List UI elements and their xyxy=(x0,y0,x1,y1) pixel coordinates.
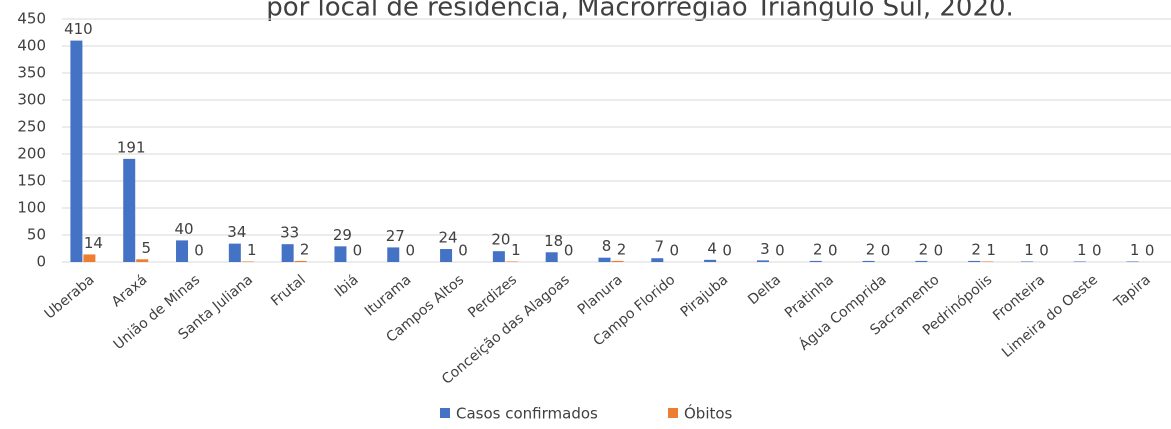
bar xyxy=(1126,261,1139,262)
data-label: 29 xyxy=(333,226,352,244)
bar xyxy=(294,260,307,262)
bar xyxy=(1020,261,1033,262)
x-tick-label: Delta xyxy=(745,272,784,308)
data-label: 4 xyxy=(707,239,717,257)
data-label: 0 xyxy=(670,242,680,260)
bar xyxy=(611,260,624,262)
legend-label: Óbitos xyxy=(684,404,733,423)
data-label: 2 xyxy=(971,240,981,258)
x-tick-label: Água Comprida xyxy=(796,271,890,354)
bar xyxy=(981,261,994,262)
bar xyxy=(505,261,518,262)
data-label: 0 xyxy=(1039,242,1049,260)
data-label: 33 xyxy=(280,224,299,242)
bar xyxy=(545,252,558,262)
data-label: 2 xyxy=(919,240,929,258)
y-tick-label: 100 xyxy=(17,199,46,217)
bar xyxy=(756,260,769,262)
bar xyxy=(704,259,717,262)
data-label: 0 xyxy=(353,242,363,260)
y-tick-label: 350 xyxy=(17,64,46,82)
y-tick-label: 250 xyxy=(17,118,46,136)
y-tick-label: 150 xyxy=(17,172,46,190)
chart-title: por local de residência, Macrorregião Tr… xyxy=(266,0,1014,23)
data-label: 191 xyxy=(117,138,146,156)
data-label: 40 xyxy=(174,220,193,238)
bar xyxy=(136,259,149,262)
bar xyxy=(241,261,254,262)
x-tick-label: Iturama xyxy=(362,272,414,320)
data-label: 0 xyxy=(775,242,785,260)
data-label: 0 xyxy=(881,242,891,260)
data-label: 7 xyxy=(655,238,665,256)
y-tick-label: 400 xyxy=(17,37,46,55)
data-label: 0 xyxy=(1145,242,1155,260)
x-tick-label: Planura xyxy=(575,272,626,318)
data-label: 2 xyxy=(813,240,823,258)
data-label: 2 xyxy=(866,240,876,258)
bar xyxy=(440,249,453,262)
x-tick-label: Limeira do Oeste xyxy=(999,272,1101,361)
data-label: 27 xyxy=(386,227,405,245)
bar xyxy=(809,260,822,262)
y-tick-label: 300 xyxy=(17,91,46,109)
bar xyxy=(492,251,505,262)
data-label: 0 xyxy=(934,242,944,260)
data-label: 0 xyxy=(1092,242,1102,260)
x-tick-label: Ibiá xyxy=(332,272,362,301)
bar xyxy=(862,260,875,262)
data-label: 2 xyxy=(617,240,627,258)
y-tick-label: 50 xyxy=(27,226,46,244)
data-label: 0 xyxy=(722,242,732,260)
x-tick-label: Araxá xyxy=(109,272,151,310)
data-label: 34 xyxy=(227,223,246,241)
y-tick-label: 450 xyxy=(17,10,46,28)
x-tick-label: Frutal xyxy=(268,272,309,310)
data-label: 0 xyxy=(194,242,204,260)
data-label: 1 xyxy=(1024,241,1034,259)
bar xyxy=(176,240,189,262)
bar xyxy=(334,246,347,262)
data-label: 1 xyxy=(511,241,521,259)
data-label: 1 xyxy=(247,241,257,259)
data-label: 0 xyxy=(405,242,415,260)
bar xyxy=(598,257,611,262)
data-label: 1 xyxy=(986,241,996,259)
data-label: 8 xyxy=(602,237,612,255)
data-label: 1 xyxy=(1130,241,1140,259)
data-label: 14 xyxy=(84,234,103,252)
data-label: 0 xyxy=(458,242,468,260)
x-tick-label: Pirajuba xyxy=(678,272,732,321)
legend-label: Casos confirmados xyxy=(456,405,598,423)
data-label: 3 xyxy=(760,240,770,258)
data-label: 410 xyxy=(64,20,93,38)
bar xyxy=(1073,261,1086,262)
bar xyxy=(70,40,83,262)
data-label: 18 xyxy=(544,232,563,250)
data-label: 1 xyxy=(1077,241,1087,259)
bar xyxy=(281,244,294,262)
x-tick-label: Tapira xyxy=(1111,272,1154,312)
bar xyxy=(651,258,664,262)
y-tick-label: 0 xyxy=(36,253,46,271)
data-label: 5 xyxy=(141,239,151,257)
data-label: 24 xyxy=(439,229,458,247)
bar xyxy=(83,254,96,262)
bar xyxy=(915,260,928,262)
data-label: 0 xyxy=(828,242,838,260)
data-label: 0 xyxy=(564,242,574,260)
bar xyxy=(228,243,241,262)
bar xyxy=(387,247,400,262)
legend-swatch xyxy=(440,408,450,418)
bar xyxy=(123,158,136,262)
bar xyxy=(968,260,981,262)
y-tick-label: 200 xyxy=(17,145,46,163)
data-label: 2 xyxy=(300,240,310,258)
x-tick-label: Uberaba xyxy=(42,272,98,323)
legend-swatch xyxy=(668,408,678,418)
data-label: 20 xyxy=(491,231,510,249)
